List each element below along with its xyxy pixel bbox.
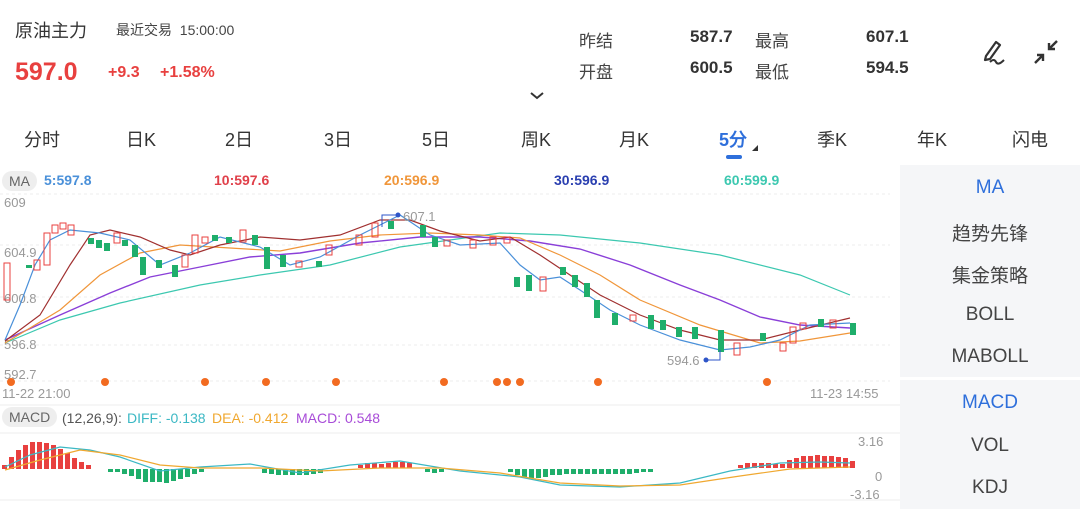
price-change: +9.3 [108, 64, 140, 81]
ma30-value: 30:596.9 [554, 172, 610, 188]
last-trade-label: 最近交易 [116, 22, 172, 38]
tab-intraday[interactable]: 分时 [24, 130, 60, 150]
macd-value: MACD: 0.548 [296, 410, 381, 426]
open-label: 开盘 [579, 63, 613, 82]
indicator-trend-pioneer[interactable]: 趋势先锋 [951, 224, 1028, 245]
sidebar-divider [900, 377, 1080, 380]
tab-flash[interactable]: 闪电 [1012, 130, 1048, 150]
indicator-boll[interactable]: BOLL [965, 304, 1015, 325]
macd-params: (12,26,9): [62, 410, 122, 426]
collapse-arrows-icon[interactable] [1030, 36, 1062, 68]
high-annotation: 607.1 [403, 209, 436, 224]
macd-axis-label: 0 [875, 469, 882, 484]
macd-axis-label: -3.16 [850, 487, 880, 502]
tab-3day[interactable]: 3日 [323, 130, 353, 150]
tab-yearly[interactable]: 年K [916, 130, 948, 150]
candles [3, 221, 856, 356]
signal-dots [7, 378, 771, 386]
tab-5min[interactable]: 5分 [718, 130, 748, 150]
tab-weekly[interactable]: 周K [520, 130, 552, 150]
indicator-jijin-strategy[interactable]: 集金策略 [951, 266, 1028, 287]
tab-5day[interactable]: 5日 [421, 130, 451, 150]
tab-2day[interactable]: 2日 [224, 130, 254, 150]
tab-monthly[interactable]: 月K [618, 130, 650, 150]
prev-settle-label: 昨结 [579, 32, 613, 51]
low-value: 594.5 [866, 58, 909, 77]
indicator-vol[interactable]: VOL [970, 435, 1010, 456]
ma5-value: 5:597.8 [44, 172, 92, 188]
indicator-macd[interactable]: MACD [962, 392, 1018, 413]
low-label: 最低 [755, 63, 789, 82]
price-axis-label: 600.8 [4, 291, 37, 306]
tab-daily[interactable]: 日K [125, 130, 157, 150]
macd-diff: DIFF: -0.138 [127, 410, 206, 426]
macd-dea: DEA: -0.412 [212, 410, 289, 426]
high-label: 最高 [755, 32, 789, 51]
low-annotation: 594.6 [667, 353, 700, 368]
macd-axis-label: 3.16 [858, 434, 883, 449]
price-axis-label: 609 [4, 195, 26, 210]
time-axis-end: 11-23 14:55 [810, 386, 878, 401]
quote-header: 原油主力 最近交易 15:00:00 597.0 +9.3 +1.58% 昨结 … [0, 0, 1080, 110]
ma-indicator-tag[interactable]: MA [2, 171, 37, 191]
period-tabs: 分时 日K 2日 3日 5日 周K 月K 5分 季K 年K 闪电 [0, 118, 1080, 164]
time-axis-start: 11-22 21:00 [2, 386, 70, 401]
tab-dropdown-caret-icon[interactable] [752, 145, 758, 151]
ma20-value: 20:596.9 [384, 172, 440, 188]
active-tab-indicator [726, 155, 742, 159]
pen-draw-icon[interactable] [978, 36, 1010, 68]
high-value: 607.1 [866, 27, 909, 46]
indicator-ma[interactable]: MA [975, 177, 1005, 198]
instrument-title: 原油主力 [15, 21, 87, 41]
ma60-value: 60:599.9 [724, 172, 780, 188]
indicator-sidebar: MA 趋势先锋 集金策略 BOLL MABOLL MACD VOL KDJ [900, 165, 1080, 509]
prev-settle-value: 587.7 [690, 27, 733, 46]
last-trade-time: 15:00:00 [179, 22, 235, 38]
macd-indicator-tag[interactable]: MACD [2, 407, 58, 427]
indicator-maboll[interactable]: MABOLL [951, 346, 1029, 367]
price-axis-label: 604.9 [4, 245, 37, 260]
last-trade: 最近交易 15:00:00 [116, 20, 234, 40]
chart-canvas: 609 604.9 600.8 596.8 592.7 11-22 21:00 … [0, 193, 900, 502]
price-axis-label: 596.8 [4, 337, 37, 352]
tab-quarterly[interactable]: 季K [816, 130, 848, 150]
ma10-value: 10:597.6 [214, 172, 270, 188]
chevron-down-icon[interactable] [528, 88, 546, 100]
price-change-pct: +1.58% [160, 64, 215, 81]
indicator-kdj[interactable]: KDJ [972, 477, 1008, 498]
kline-chart[interactable]: MA 5:597.8 10:597.6 20:596.9 30:596.9 60… [0, 165, 900, 509]
open-value: 600.5 [690, 58, 733, 77]
last-price: 597.0 [15, 58, 78, 86]
